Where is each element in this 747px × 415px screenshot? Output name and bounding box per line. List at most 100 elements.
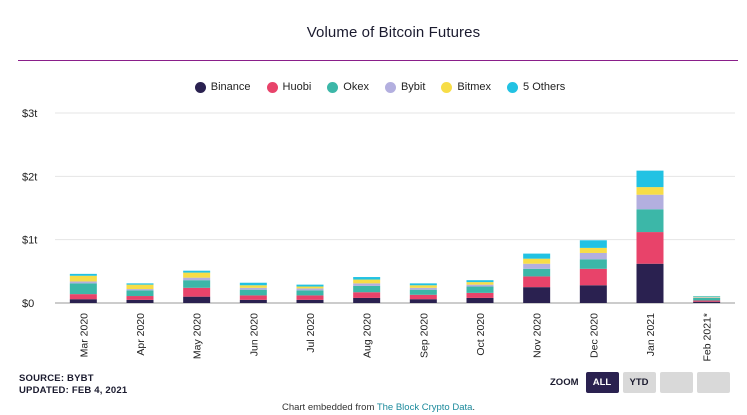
bar-segment bbox=[409, 285, 437, 288]
embed-link[interactable]: The Block Crypto Data bbox=[376, 402, 473, 413]
bar-segment bbox=[239, 285, 267, 288]
bar-segment bbox=[693, 300, 721, 302]
bar-segment bbox=[69, 299, 97, 303]
y-tick-label: $0 bbox=[22, 298, 34, 310]
legend-item-binance[interactable]: Binance bbox=[194, 81, 251, 93]
y-tick-label: $3t bbox=[22, 108, 37, 120]
bar-segment bbox=[693, 297, 721, 301]
chart-legend: Binance Huobi Okex Bybit Bitmex 5 Others bbox=[0, 81, 747, 93]
bar-segment bbox=[296, 290, 324, 296]
legend-item-bybit[interactable]: Bybit bbox=[384, 81, 426, 93]
bar-segment bbox=[126, 296, 154, 300]
bar-segment bbox=[693, 301, 721, 303]
bar-segment bbox=[126, 299, 154, 303]
bar-segment bbox=[579, 252, 607, 260]
bar-segment bbox=[466, 282, 494, 285]
bar-segment bbox=[296, 284, 324, 287]
bar-segment bbox=[693, 296, 721, 297]
bar-segment bbox=[183, 296, 211, 303]
bar-segment bbox=[296, 286, 324, 289]
bar-segment bbox=[409, 289, 437, 295]
bar-segment bbox=[126, 284, 154, 290]
zoom-controls: ZOOM ALL YTD bbox=[550, 372, 730, 393]
x-tick-label: Nov 2020 bbox=[532, 313, 544, 358]
bar-segment bbox=[353, 297, 381, 303]
bar-segment bbox=[239, 295, 267, 300]
bar-segment bbox=[636, 187, 664, 195]
bar-segment bbox=[239, 287, 267, 290]
legend-item-huobi[interactable]: Huobi bbox=[266, 81, 312, 93]
x-tick-label: Oct 2020 bbox=[475, 313, 487, 356]
bar-segment bbox=[353, 277, 381, 280]
legend-dot-bitmex bbox=[441, 81, 453, 93]
legend-label-bybit: Bybit bbox=[400, 81, 426, 93]
updated-label: UPDATED: FEB 4, 2021 bbox=[19, 385, 128, 396]
x-tick-label: Mar 2020 bbox=[78, 313, 90, 358]
bar-segment bbox=[636, 232, 664, 264]
bar-segment bbox=[693, 296, 721, 298]
source-label: SOURCE: BYBT bbox=[19, 373, 94, 384]
legend-dot-huobi bbox=[266, 81, 278, 93]
bar-segment bbox=[523, 263, 551, 269]
x-tick-label: Jan 2021 bbox=[645, 313, 657, 356]
bar-segment bbox=[69, 275, 97, 282]
bar-segment bbox=[466, 286, 494, 293]
bar-segment bbox=[466, 297, 494, 303]
embed-suffix: . bbox=[472, 402, 476, 413]
legend-dot-okex bbox=[327, 81, 339, 93]
zoom-all-button[interactable]: ALL bbox=[585, 372, 619, 393]
bar-segment bbox=[69, 294, 97, 300]
bar-segment bbox=[296, 288, 324, 291]
legend-dot-binance bbox=[194, 81, 206, 93]
source-info: SOURCE: BYBT UPDATED: FEB 4, 2021 bbox=[19, 373, 127, 397]
bar-segment bbox=[69, 281, 97, 284]
legend-item-okex[interactable]: Okex bbox=[327, 81, 369, 93]
y-tick-label: $2t bbox=[22, 171, 37, 183]
bar-segment bbox=[466, 284, 494, 287]
legend-dot-5-others bbox=[507, 81, 519, 93]
bar-segment bbox=[409, 294, 437, 300]
bar-segment bbox=[579, 247, 607, 253]
bar-segment bbox=[183, 270, 211, 273]
bar-segment bbox=[693, 297, 721, 298]
legend-item-bitmex[interactable]: Bitmex bbox=[441, 81, 491, 93]
bar-segment bbox=[466, 292, 494, 298]
embed-note: Chart embedded from The Block Crypto Dat… bbox=[0, 402, 747, 413]
x-tick-label: Apr 2020 bbox=[135, 313, 147, 356]
bar-segment bbox=[239, 289, 267, 296]
bar-segment bbox=[126, 290, 154, 297]
zoom-ytd-button[interactable]: YTD bbox=[622, 372, 656, 393]
bar-segment bbox=[296, 299, 324, 303]
bar-segment bbox=[353, 279, 381, 284]
legend-label-bitmex: Bitmex bbox=[457, 81, 492, 93]
legend-label-huobi: Huobi bbox=[282, 81, 312, 93]
bar-segment bbox=[409, 283, 437, 286]
bar-segment bbox=[183, 280, 211, 288]
bar-segment bbox=[69, 273, 97, 276]
bar-segment bbox=[239, 282, 267, 286]
legend-label-okex: Okex bbox=[343, 81, 369, 93]
bar-segment bbox=[69, 283, 97, 295]
bar-segment bbox=[409, 287, 437, 290]
bar-segment bbox=[466, 280, 494, 283]
bar-segment bbox=[579, 285, 607, 303]
zoom-option-button[interactable] bbox=[659, 372, 693, 393]
title-divider bbox=[18, 60, 738, 61]
bar-segment bbox=[523, 287, 551, 303]
x-tick-label: Dec 2020 bbox=[588, 313, 600, 358]
bar-segment bbox=[353, 285, 381, 293]
bar-segment bbox=[409, 299, 437, 303]
bar-segment bbox=[579, 268, 607, 286]
bar-segment bbox=[523, 258, 551, 264]
bar-segment bbox=[183, 272, 211, 278]
embed-prefix: Chart embedded from bbox=[281, 402, 377, 413]
zoom-option-button[interactable] bbox=[696, 372, 730, 393]
chart-title: Volume of Bitcoin Futures bbox=[306, 24, 481, 41]
legend-item-5-others[interactable]: 5 Others bbox=[507, 81, 565, 93]
x-tick-label: Jul 2020 bbox=[305, 313, 317, 353]
bar-segment bbox=[636, 194, 664, 210]
bar-segment bbox=[636, 209, 664, 233]
bar-segment bbox=[523, 276, 551, 288]
y-tick-label: $1t bbox=[22, 235, 37, 247]
bar-segment bbox=[636, 170, 664, 188]
